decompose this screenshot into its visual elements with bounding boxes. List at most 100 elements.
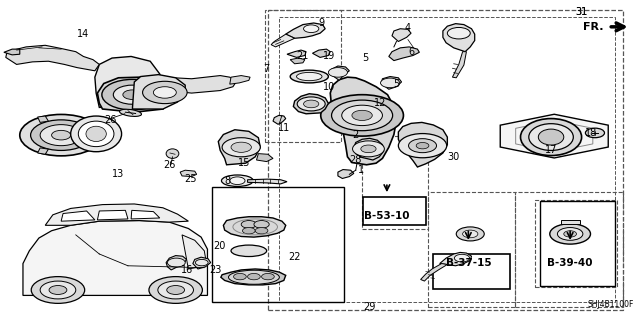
Circle shape	[303, 100, 319, 108]
Polygon shape	[180, 170, 196, 177]
Polygon shape	[271, 34, 294, 47]
Polygon shape	[440, 252, 472, 266]
Circle shape	[49, 285, 67, 294]
Text: 21: 21	[296, 52, 308, 61]
Ellipse shape	[70, 116, 122, 152]
Polygon shape	[257, 154, 273, 162]
Circle shape	[113, 85, 152, 104]
Circle shape	[297, 97, 325, 111]
Polygon shape	[398, 123, 447, 167]
Text: 23: 23	[209, 265, 221, 275]
Polygon shape	[95, 56, 163, 108]
Polygon shape	[500, 114, 608, 158]
Text: 7: 7	[264, 64, 270, 74]
Ellipse shape	[86, 126, 106, 141]
Circle shape	[416, 142, 429, 149]
Circle shape	[361, 145, 376, 153]
Circle shape	[586, 128, 605, 138]
Polygon shape	[182, 235, 206, 269]
Polygon shape	[38, 148, 49, 154]
Text: SHJ4B1100F: SHJ4B1100F	[587, 300, 634, 308]
Polygon shape	[166, 256, 186, 270]
Polygon shape	[381, 76, 401, 89]
Circle shape	[31, 120, 92, 150]
Text: 31: 31	[575, 7, 587, 17]
Text: 30: 30	[447, 152, 460, 162]
Polygon shape	[338, 170, 354, 179]
Text: 1: 1	[358, 164, 365, 174]
Circle shape	[353, 141, 385, 157]
Text: 28: 28	[349, 155, 362, 165]
Polygon shape	[354, 138, 384, 160]
Text: 8: 8	[224, 176, 230, 186]
Polygon shape	[248, 179, 287, 184]
Circle shape	[195, 260, 208, 266]
Circle shape	[40, 281, 76, 299]
Circle shape	[456, 227, 484, 241]
Circle shape	[454, 254, 470, 262]
Text: 29: 29	[364, 302, 376, 312]
Text: 9: 9	[318, 18, 324, 28]
Polygon shape	[218, 130, 260, 165]
Polygon shape	[221, 269, 285, 285]
Polygon shape	[163, 76, 236, 93]
Text: 20: 20	[213, 241, 226, 251]
Polygon shape	[358, 147, 365, 157]
Ellipse shape	[78, 121, 114, 147]
Text: 25: 25	[184, 174, 196, 184]
Circle shape	[254, 220, 269, 228]
Polygon shape	[23, 220, 207, 295]
Circle shape	[149, 276, 202, 303]
Circle shape	[52, 130, 70, 140]
Text: 11: 11	[278, 123, 290, 133]
Polygon shape	[230, 76, 250, 84]
Circle shape	[40, 124, 82, 146]
Circle shape	[102, 79, 163, 110]
Text: FR.: FR.	[584, 22, 604, 32]
Polygon shape	[290, 58, 305, 64]
Polygon shape	[132, 75, 185, 109]
Circle shape	[332, 100, 392, 131]
Text: 14: 14	[77, 29, 90, 39]
Polygon shape	[389, 47, 419, 60]
Text: 19: 19	[323, 52, 335, 61]
Ellipse shape	[120, 109, 141, 116]
Polygon shape	[420, 264, 447, 281]
Polygon shape	[561, 220, 580, 224]
Circle shape	[222, 138, 260, 157]
Circle shape	[447, 28, 470, 39]
Circle shape	[564, 231, 577, 237]
Polygon shape	[285, 23, 325, 38]
Text: 10: 10	[323, 82, 335, 92]
Polygon shape	[4, 49, 20, 55]
Polygon shape	[312, 49, 330, 57]
Circle shape	[262, 273, 275, 280]
Text: 17: 17	[545, 146, 557, 156]
Text: 16: 16	[181, 265, 193, 275]
Ellipse shape	[529, 124, 573, 150]
Ellipse shape	[221, 175, 253, 187]
Text: B-39-40: B-39-40	[547, 258, 593, 268]
Circle shape	[234, 273, 246, 280]
Circle shape	[463, 230, 478, 238]
Circle shape	[352, 110, 372, 121]
Polygon shape	[97, 77, 173, 112]
Text: B-37-15: B-37-15	[445, 258, 491, 268]
Text: B-53-10: B-53-10	[364, 211, 410, 221]
Circle shape	[20, 115, 102, 156]
Circle shape	[167, 285, 184, 294]
Circle shape	[154, 87, 176, 98]
Circle shape	[408, 139, 436, 153]
Polygon shape	[330, 66, 349, 80]
Text: 15: 15	[237, 158, 250, 168]
Text: 26: 26	[163, 160, 175, 170]
Polygon shape	[293, 94, 328, 114]
Polygon shape	[452, 52, 467, 78]
Circle shape	[342, 105, 383, 125]
Polygon shape	[392, 29, 411, 42]
Circle shape	[168, 258, 185, 267]
Circle shape	[241, 220, 257, 228]
Circle shape	[143, 81, 187, 104]
Text: 5: 5	[394, 78, 399, 89]
Circle shape	[158, 281, 193, 299]
